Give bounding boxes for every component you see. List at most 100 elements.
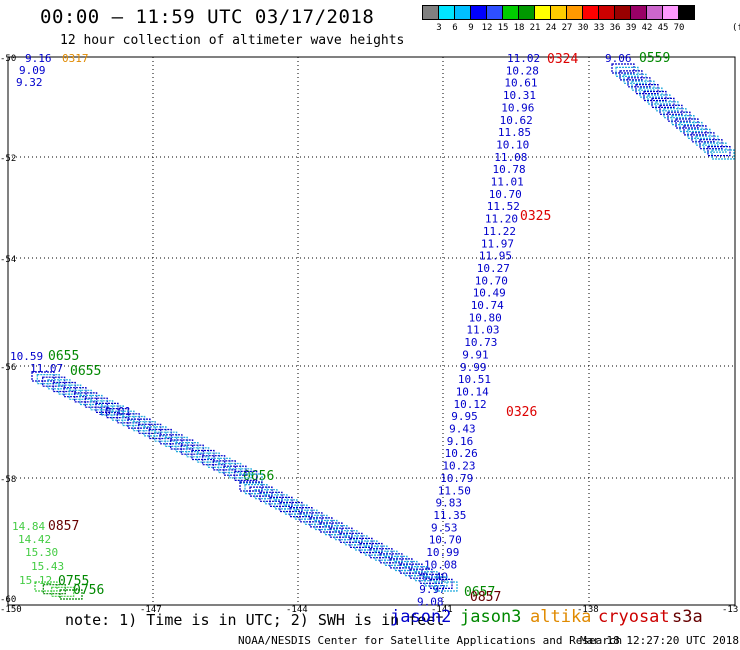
track-value-marker xyxy=(659,104,683,115)
color-scale-label: 30 xyxy=(577,23,589,33)
track-value-marker xyxy=(244,484,268,495)
track-value-marker xyxy=(424,576,448,587)
track-value: 11.50 xyxy=(438,484,471,497)
track-value-marker xyxy=(299,512,323,523)
lat-label-56: -56 xyxy=(0,363,16,373)
track-value-marker xyxy=(429,578,453,590)
track-value-marker xyxy=(334,530,358,541)
track-value-marker xyxy=(615,66,639,78)
track-value: 10.14 xyxy=(456,385,489,398)
track-time-label: 0317 xyxy=(62,52,89,65)
track-value: 10.59 xyxy=(10,350,43,363)
track-value: 10.62 xyxy=(500,114,533,127)
track-value-marker xyxy=(663,108,687,119)
jason2-track: 11.0210.2810.6110.3110.9610.6211.8510.10… xyxy=(417,52,540,608)
track-value: 10.61 xyxy=(504,77,537,90)
track-value: 11.52 xyxy=(487,200,520,213)
track-value: 10.96 xyxy=(501,101,534,114)
track-value-marker xyxy=(239,473,263,484)
track-value-marker xyxy=(627,77,651,88)
track-value-marker xyxy=(259,491,283,502)
track-value-marker xyxy=(294,509,318,520)
track-time-label: 0857 xyxy=(470,590,501,605)
track-value: 9.43 xyxy=(449,423,476,436)
track-value-marker xyxy=(655,101,679,112)
track-value-marker xyxy=(667,111,691,122)
track-value-marker xyxy=(691,132,715,143)
credit-text: NOAA/NESDIS Center for Satellite Applica… xyxy=(238,634,623,647)
color-scale-label: 27 xyxy=(561,23,573,33)
track-value-marker xyxy=(249,486,273,497)
lat-label-54: -54 xyxy=(0,255,16,265)
track-value-marker xyxy=(647,94,671,105)
track-value: 9.99 xyxy=(460,361,487,374)
track-value-marker xyxy=(711,149,735,160)
track-value-marker xyxy=(434,581,458,592)
track-time-label: 0655 xyxy=(48,349,79,364)
track-value: 10.10 xyxy=(496,138,529,151)
track-value: 10.78 xyxy=(493,163,526,176)
legend-s3a: s3a xyxy=(672,607,703,627)
track-value: 10.28 xyxy=(506,64,539,77)
track-time-label: 0325 xyxy=(520,209,551,224)
legend-jason3: jason3 xyxy=(460,607,522,627)
track-value-marker xyxy=(703,142,727,153)
track-value-marker xyxy=(399,563,423,574)
track-value: 15.43 xyxy=(31,560,64,573)
track-time-label: 0657 xyxy=(464,585,495,600)
legend-cryosat: cryosat xyxy=(598,607,670,627)
track-value: 9.53 xyxy=(431,521,458,534)
track-value: 10.27 xyxy=(477,262,510,275)
track-value: 11.02 xyxy=(507,52,540,65)
map-graticule xyxy=(8,57,735,605)
track-value-marker xyxy=(671,114,695,126)
track-value-marker xyxy=(339,532,363,543)
track-value: 9.16 xyxy=(25,52,52,65)
color-scale-label: 12 xyxy=(481,23,493,33)
s3a-track-clutter xyxy=(34,581,83,600)
footer-note: note: 1) Time is in UTC; 2) SWH is in fe… xyxy=(65,611,445,629)
color-scale-label: 3 xyxy=(436,23,442,33)
track-value: 10.80 xyxy=(469,311,502,324)
track-value-marker xyxy=(289,507,313,518)
track-value-marker xyxy=(314,519,338,531)
track-value: 10.74 xyxy=(471,299,504,312)
track-value-marker xyxy=(414,571,438,582)
track-value-marker xyxy=(349,537,373,549)
track-value-marker xyxy=(42,584,66,595)
track-value: 10.79 xyxy=(440,472,473,485)
track-value: 11.85 xyxy=(498,126,531,139)
track-value: 10.70 xyxy=(429,534,462,547)
track-value: 14.84 xyxy=(12,520,45,533)
legend-jason2: jason2 xyxy=(390,607,452,627)
lat-label-58: -58 xyxy=(0,475,16,485)
track-time-label: 0655 xyxy=(70,364,101,379)
track-value: 10.99 xyxy=(426,546,459,559)
track-value: 9.16 xyxy=(447,435,474,448)
lat-label-50: -50 xyxy=(0,54,16,64)
map-title: 00:00 – 11:59 UTC 03/17/2018 xyxy=(40,6,375,28)
track-value-marker xyxy=(419,573,443,584)
map-frame xyxy=(7,56,736,606)
track-value-marker xyxy=(42,376,66,387)
track-value-marker xyxy=(699,139,723,150)
track-value-marker xyxy=(264,494,288,505)
legend-altika: altika xyxy=(530,607,592,627)
track-value-marker xyxy=(309,517,333,528)
track-value-marker xyxy=(369,548,393,559)
track-value: 11.35 xyxy=(433,509,466,522)
lon-label-147: -147 xyxy=(140,605,162,615)
track-value: 10.51 xyxy=(458,373,491,386)
track-value-marker xyxy=(409,568,433,579)
color-scale-swatch xyxy=(678,5,695,20)
track-value-marker xyxy=(683,125,707,136)
color-scale-label: 24 xyxy=(545,23,557,33)
track-value-marker xyxy=(344,535,368,546)
track-value: 9.91 xyxy=(462,348,489,361)
color-scale-label: 33 xyxy=(593,23,605,33)
track-value-marker xyxy=(279,501,303,513)
lon-label-141: -141 xyxy=(431,605,453,615)
lat-label-52: -52 xyxy=(0,154,16,164)
